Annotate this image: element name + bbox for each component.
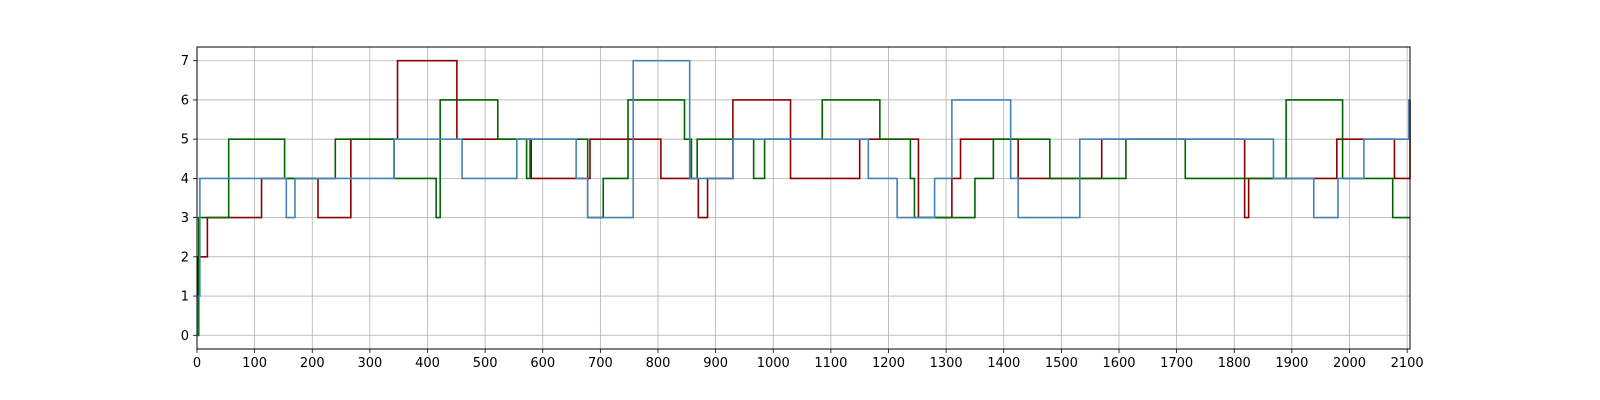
x-tick-label: 800 (646, 356, 671, 371)
x-tick-label: 400 (415, 356, 440, 371)
x-tick-label: 1500 (1045, 356, 1078, 371)
y-tick-label: 4 (181, 172, 189, 187)
series-layer (196, 59, 1411, 337)
y-tick-label: 1 (181, 290, 189, 305)
x-tick-label: 600 (530, 356, 555, 371)
x-tick-label: 1400 (987, 356, 1020, 371)
x-tick-label: 1600 (1102, 356, 1135, 371)
x-tick-label: 1000 (757, 356, 790, 371)
x-tick-label: 1200 (872, 356, 905, 371)
x-tick-label: 1100 (814, 356, 847, 371)
x-tick-label: 500 (473, 356, 498, 371)
x-tick-label: 1800 (1218, 356, 1251, 371)
x-axis: 0 100 200 300 400 500 600 700 800 900 1000 1100 1200… (193, 349, 1424, 371)
x-tick-label: 1300 (930, 356, 963, 371)
y-tick-label: 6 (181, 93, 189, 108)
x-tick-label: 900 (703, 356, 728, 371)
x-tick-label: 2000 (1333, 356, 1366, 371)
series-line-3 (196, 59, 1410, 337)
y-tick-label: 3 (181, 211, 189, 226)
x-tick-label: 2100 (1391, 356, 1424, 371)
x-tick-label: 1700 (1160, 356, 1193, 371)
x-tick-label: 700 (588, 356, 613, 371)
x-tick-label: 300 (357, 356, 382, 371)
x-tick-label: 0 (193, 356, 201, 371)
y-axis: 0 1 2 3 4 5 6 7 (181, 54, 197, 344)
y-tick-label: 5 (181, 133, 189, 148)
x-tick-label: 100 (242, 356, 267, 371)
y-tick-label: 7 (181, 54, 189, 69)
y-tick-label: 0 (181, 329, 189, 344)
x-tick-label: 1900 (1275, 356, 1308, 371)
x-tick-label: 200 (300, 356, 325, 371)
y-tick-label: 2 (181, 250, 189, 265)
plot-frame (196, 46, 1411, 350)
